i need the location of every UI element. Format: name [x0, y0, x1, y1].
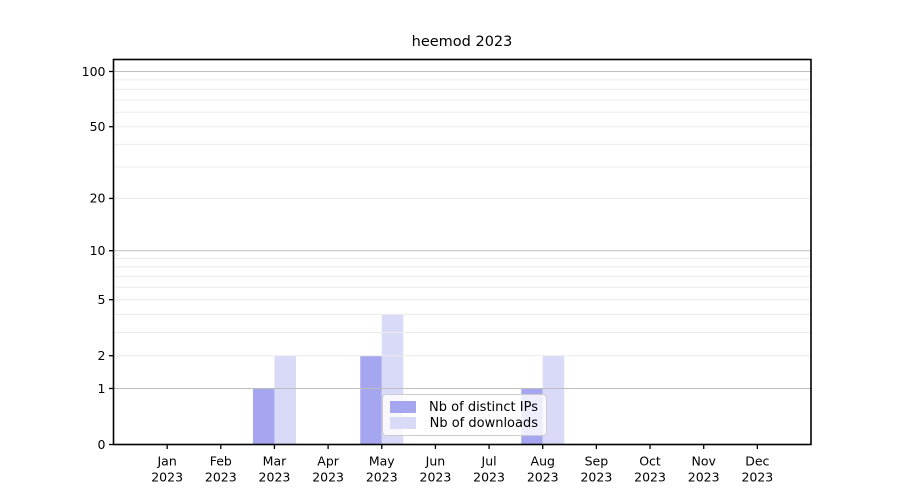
x-tick-label-month: Nov [691, 454, 716, 469]
legend-label-downloads: Nb of downloads [429, 415, 538, 431]
y-tick-label: 1 [98, 381, 106, 396]
x-tick-label-month: Jan [157, 454, 177, 469]
legend-item-downloads: Nb of downloads [390, 415, 538, 431]
y-tick-label: 50 [90, 119, 106, 134]
y-tick-label: 100 [82, 64, 106, 79]
x-tick-label-year: 2023 [580, 470, 612, 485]
legend-swatch-distinct-ips-icon [390, 401, 416, 413]
x-tick-label-year: 2023 [420, 470, 452, 485]
x-tick-label-month: Aug [531, 454, 555, 469]
x-tick-label-year: 2023 [205, 470, 237, 485]
x-tick-label-year: 2023 [688, 470, 720, 485]
legend: Nb of distinct IPs Nb of downloads [382, 394, 547, 436]
x-tick-label-year: 2023 [634, 470, 666, 485]
x-tick-label-year: 2023 [312, 470, 344, 485]
legend-swatch-downloads-icon [390, 417, 416, 429]
x-tick-label-year: 2023 [473, 470, 505, 485]
chart-title: heemod 2023 [411, 34, 513, 50]
y-tick-label: 10 [90, 243, 106, 258]
y-tick-label: 2 [98, 348, 106, 363]
bar-distinct-ips [360, 355, 382, 445]
y-tick-label: 5 [98, 292, 106, 307]
x-tick-label-month: Sep [585, 454, 609, 469]
x-tick-label-month: Jun [425, 454, 446, 469]
y-tick-label: 20 [90, 191, 106, 206]
legend-label-distinct-ips: Nb of distinct IPs [429, 399, 538, 415]
x-tick-label-year: 2023 [527, 470, 559, 485]
x-tick-label-year: 2023 [366, 470, 398, 485]
x-tick-label-year: 2023 [259, 470, 291, 485]
x-tick-label-year: 2023 [151, 470, 183, 485]
x-tick-label-month: Feb [210, 454, 232, 469]
x-tick-label-month: Oct [639, 454, 661, 469]
x-tick-label-month: Mar [263, 454, 287, 469]
x-tick-label-month: Dec [745, 454, 769, 469]
bar-downloads [542, 355, 565, 445]
x-tick-label-month: Jul [481, 454, 497, 469]
bar-downloads [274, 355, 296, 445]
legend-item-distinct-ips: Nb of distinct IPs [390, 399, 538, 415]
x-tick-label-month: Apr [317, 454, 339, 469]
bar-distinct-ips [252, 388, 275, 445]
plot-border [112, 58, 812, 446]
x-tick-label-year: 2023 [741, 470, 773, 485]
x-tick-label-month: May [369, 454, 395, 469]
y-tick-label: 0 [98, 437, 106, 452]
